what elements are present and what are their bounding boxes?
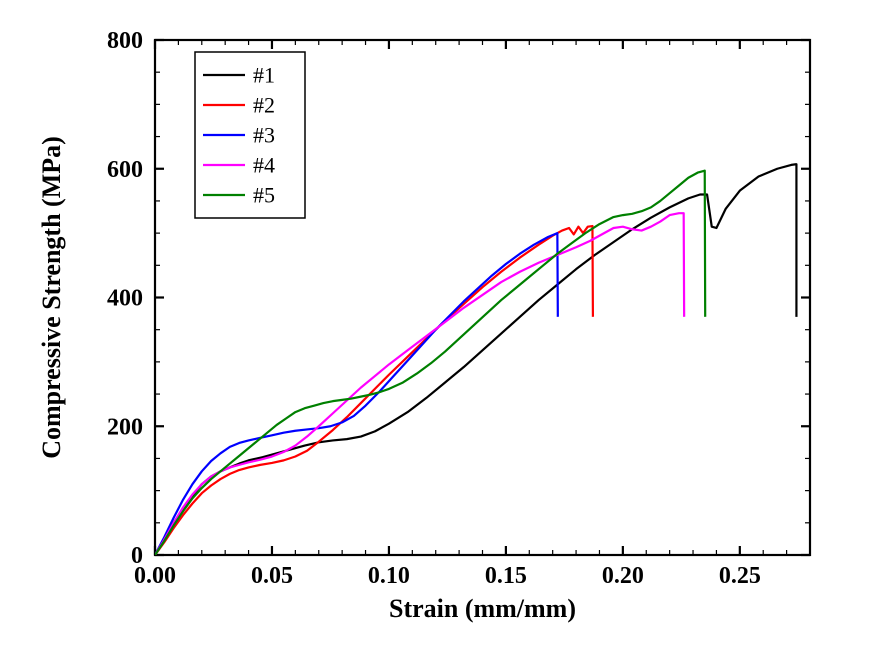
x-tick-label: 0.10	[368, 563, 410, 589]
legend-label: #2	[253, 93, 275, 118]
y-tick-label: 600	[107, 157, 143, 183]
x-tick-label: 0.20	[602, 563, 644, 589]
y-tick-label: 0	[131, 543, 143, 569]
chart-container: 0.000.050.100.150.200.250200400600800Str…	[0, 0, 870, 653]
legend: #1 #2 #3 #4 #5	[195, 52, 305, 218]
y-tick-label: 200	[107, 414, 143, 440]
legend-label: #3	[253, 123, 275, 148]
x-tick-label: 0.25	[719, 563, 761, 589]
legend-label: #4	[253, 153, 275, 178]
y-tick-label: 400	[107, 286, 143, 312]
y-tick-label: 800	[107, 28, 143, 54]
y-axis-label: Compressive Strength (MPa)	[37, 136, 66, 459]
stress-strain-chart: 0.000.050.100.150.200.250200400600800Str…	[0, 0, 870, 653]
x-tick-label: 0.15	[485, 563, 527, 589]
x-axis-label: Strain (mm/mm)	[389, 594, 576, 623]
legend-label: #5	[253, 183, 275, 208]
x-tick-label: 0.05	[251, 563, 293, 589]
legend-label: #1	[253, 63, 275, 88]
